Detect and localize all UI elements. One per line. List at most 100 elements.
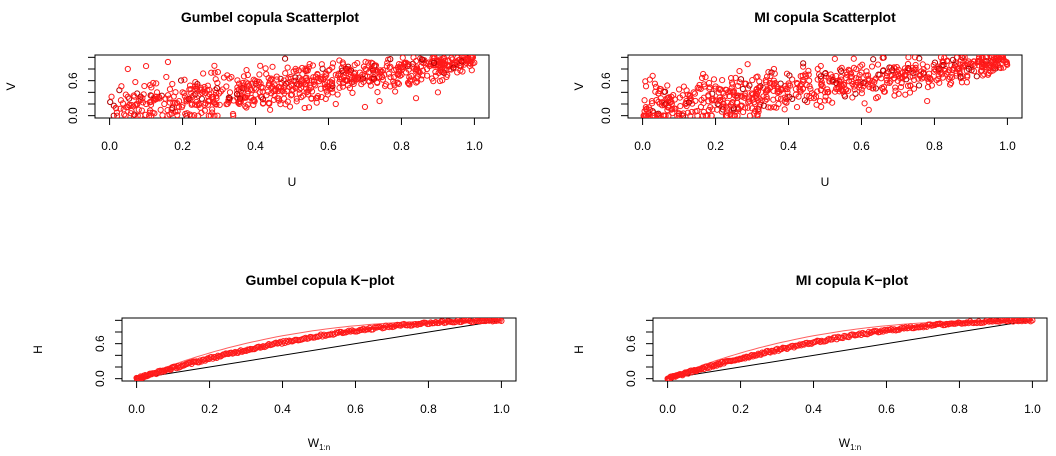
data-point — [831, 55, 838, 62]
data-point — [166, 99, 173, 106]
data-point — [124, 93, 131, 100]
data-point — [243, 104, 250, 111]
data-point — [379, 73, 386, 80]
data-point — [855, 75, 862, 82]
data-point — [744, 85, 752, 92]
data-point — [646, 76, 653, 83]
data-point — [142, 111, 149, 118]
data-point — [208, 69, 215, 76]
data-point — [920, 65, 927, 73]
data-point — [679, 112, 687, 118]
data-point — [837, 68, 845, 75]
data-point — [404, 79, 412, 86]
data-point — [226, 75, 233, 82]
data-point — [242, 103, 249, 110]
data-point — [892, 84, 899, 91]
data-point — [692, 97, 699, 105]
data-point — [746, 112, 754, 118]
data-point — [906, 89, 914, 96]
data-point — [729, 81, 736, 88]
data-point — [959, 55, 967, 61]
data-point — [916, 55, 923, 62]
data-point — [789, 76, 796, 83]
data-point — [774, 95, 781, 102]
data-point — [139, 99, 147, 106]
data-point — [774, 84, 781, 91]
data-point — [471, 59, 478, 66]
data-point — [904, 60, 912, 68]
data-point — [230, 112, 237, 118]
data-point — [164, 58, 172, 66]
data-point — [194, 83, 201, 90]
x-tick-label: 0.6 — [878, 402, 895, 416]
data-point — [727, 75, 735, 82]
data-point — [346, 84, 354, 92]
data-point — [195, 112, 202, 118]
data-point — [753, 94, 760, 102]
data-point — [777, 95, 785, 102]
data-point — [749, 77, 756, 84]
data-point — [146, 112, 153, 118]
data-point — [428, 75, 436, 82]
data-point — [339, 83, 346, 90]
data-point — [734, 82, 742, 90]
data-point — [413, 79, 420, 86]
data-point — [793, 103, 801, 111]
data-point — [118, 83, 125, 90]
data-point — [957, 73, 964, 80]
data-point — [849, 80, 856, 88]
data-point — [240, 85, 248, 92]
data-point — [181, 90, 188, 97]
x-tick-label: 0.2 — [732, 402, 749, 416]
data-point — [642, 112, 649, 118]
data-point — [688, 108, 695, 116]
data-point — [162, 95, 169, 102]
data-point — [869, 82, 876, 89]
data-point — [387, 63, 394, 70]
data-point — [110, 112, 117, 118]
data-point — [651, 80, 659, 87]
data-point — [827, 71, 834, 78]
data-point — [902, 72, 909, 79]
data-point — [981, 62, 988, 69]
data-point — [705, 98, 712, 105]
data-point — [204, 87, 211, 94]
data-point — [897, 84, 905, 91]
data-point — [211, 62, 218, 69]
data-point — [292, 65, 299, 72]
data-point — [164, 107, 171, 114]
data-point — [845, 66, 852, 73]
data-point — [719, 76, 726, 84]
data-point — [114, 112, 121, 118]
data-point — [805, 67, 812, 74]
x-tick-label: 1.0 — [493, 402, 510, 416]
data-point — [406, 81, 413, 88]
data-point — [805, 71, 812, 78]
data-point — [767, 84, 774, 91]
data-point — [117, 97, 125, 104]
data-point — [141, 82, 148, 90]
data-point — [174, 108, 181, 115]
data-point — [240, 82, 247, 89]
data-point — [441, 66, 448, 73]
x-axis-label: W1:n — [308, 436, 330, 452]
data-point — [201, 101, 208, 108]
data-point — [729, 89, 736, 96]
data-point — [234, 84, 241, 91]
x-tick-label: 0.0 — [634, 139, 651, 153]
data-point — [964, 72, 971, 79]
data-point — [848, 73, 856, 80]
data-point — [755, 84, 763, 91]
data-point — [293, 95, 300, 102]
kplot-point — [245, 346, 253, 354]
data-point — [797, 82, 804, 89]
x-tick-label: 0.8 — [420, 402, 437, 416]
data-point — [293, 98, 300, 105]
data-point — [240, 73, 248, 80]
kplot-point — [753, 352, 760, 359]
data-point — [244, 71, 251, 79]
data-point — [874, 61, 882, 68]
data-point — [863, 72, 870, 79]
data-point — [304, 88, 311, 95]
data-point — [648, 98, 655, 105]
